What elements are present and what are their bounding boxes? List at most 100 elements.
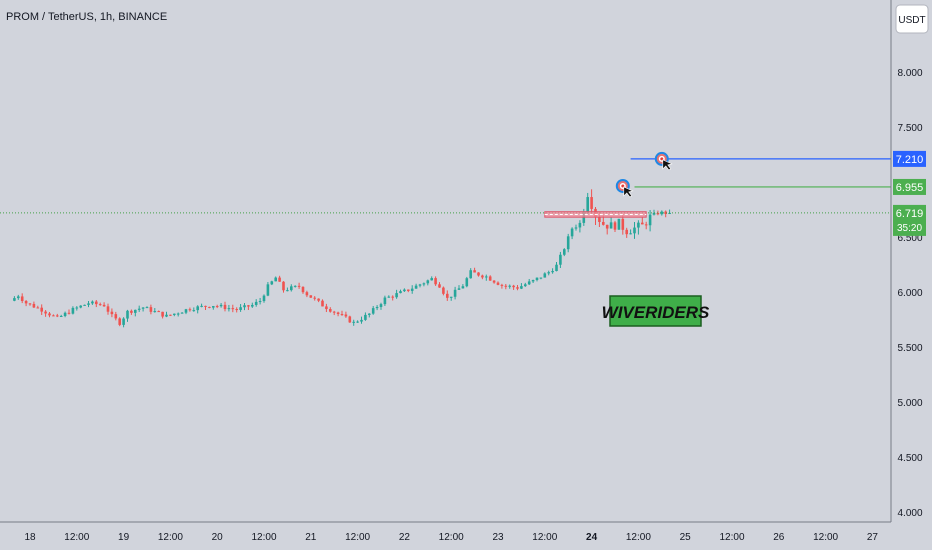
candle-body xyxy=(286,290,289,292)
candle-body xyxy=(551,271,554,273)
candle-body xyxy=(414,285,418,289)
candle-body xyxy=(114,314,118,319)
time-tick-label: 19 xyxy=(118,532,130,543)
price-tick-label: 8.000 xyxy=(897,68,922,79)
candle-body xyxy=(173,313,176,315)
time-tick-label: 25 xyxy=(680,532,692,543)
candle-body xyxy=(344,314,348,317)
watermark-box: WIVERIDERS xyxy=(602,295,710,327)
candle-body xyxy=(137,308,141,310)
candle-body xyxy=(165,314,168,317)
candle-body xyxy=(59,315,63,317)
candlestick-series xyxy=(13,189,671,328)
candle-body xyxy=(395,293,398,298)
candle-body xyxy=(477,272,480,276)
candle-body xyxy=(231,308,235,310)
candle-body xyxy=(481,275,484,278)
target-2-price-label: 7.210 xyxy=(896,154,924,166)
candle-body xyxy=(40,307,43,312)
candle-body xyxy=(67,312,71,314)
candle-body xyxy=(407,289,410,291)
candle-body xyxy=(356,321,359,323)
candle-body xyxy=(126,310,129,319)
candle-body xyxy=(309,295,313,298)
candle-body xyxy=(621,218,625,230)
candle-body xyxy=(157,311,160,313)
candle-body xyxy=(375,307,379,309)
candle-body xyxy=(656,212,660,215)
candle-body xyxy=(531,279,535,282)
target-1-bullseye-icon[interactable] xyxy=(615,178,634,198)
candle-body xyxy=(134,309,137,313)
candle-body xyxy=(290,286,293,291)
price-axis[interactable] xyxy=(891,0,932,522)
time-tick-label: 12:00 xyxy=(158,532,183,543)
candle-body xyxy=(20,296,24,302)
candle-body xyxy=(602,221,605,225)
time-axis-ticks: 18 12:00 19 12:00 20 12:00 21 12:00 22 12:00 23 12:… xyxy=(24,532,878,543)
candle-body xyxy=(605,224,609,229)
candle-body xyxy=(613,222,617,230)
candle-body xyxy=(426,280,430,284)
candle-body xyxy=(504,285,508,287)
candle-body xyxy=(469,270,472,279)
candle-body xyxy=(535,277,539,280)
target-1-price-badge: 6.955 xyxy=(893,178,926,195)
candle-body xyxy=(555,264,558,272)
currency-button-label[interactable]: USDT xyxy=(898,15,925,26)
candle-body xyxy=(500,284,504,286)
candle-body xyxy=(188,309,192,311)
candle-body xyxy=(180,312,184,314)
candle-body xyxy=(254,301,258,305)
candle-body xyxy=(274,277,277,282)
candle-body xyxy=(106,306,110,312)
time-axis[interactable] xyxy=(0,522,891,550)
candle-body xyxy=(266,284,270,296)
candle-body xyxy=(336,312,340,315)
candle-body xyxy=(520,286,523,289)
candle-body xyxy=(52,315,55,317)
candle-body xyxy=(360,319,363,322)
target-2-bullseye-icon[interactable] xyxy=(654,151,673,171)
candle-body xyxy=(434,278,437,285)
candle-body xyxy=(512,285,515,288)
candle-body xyxy=(56,315,59,317)
candle-body xyxy=(297,285,301,287)
symbol-title[interactable]: PROM / TetherUS, 1h, BINANCE xyxy=(6,11,167,23)
currency-button[interactable]: USDT xyxy=(895,4,929,34)
candle-body xyxy=(196,306,199,311)
candle-body xyxy=(258,301,262,303)
candle-body xyxy=(371,308,375,314)
candle-body xyxy=(223,304,227,310)
candle-body xyxy=(75,307,79,309)
candle-body xyxy=(527,281,531,285)
candle-body xyxy=(219,304,223,307)
candle-body xyxy=(235,309,238,311)
candle-body xyxy=(325,306,328,310)
candle-body xyxy=(48,313,51,316)
candle-body xyxy=(387,296,391,298)
candle-body xyxy=(449,296,453,298)
candle-body xyxy=(317,298,320,301)
candle-body xyxy=(563,249,566,255)
candle-body xyxy=(566,236,570,250)
time-tick-label: 27 xyxy=(867,532,879,543)
candle-body xyxy=(524,284,527,287)
candle-body xyxy=(485,276,488,278)
candle-body xyxy=(660,211,664,215)
candle-body xyxy=(430,278,433,281)
candle-body xyxy=(410,288,414,291)
candle-body xyxy=(13,298,16,301)
candle-body xyxy=(391,296,394,298)
candle-body xyxy=(227,308,231,310)
candle-body xyxy=(71,307,75,314)
candle-body xyxy=(243,305,246,308)
candle-body xyxy=(79,305,82,308)
candle-body xyxy=(91,301,94,304)
candle-body xyxy=(278,277,281,282)
time-tick-label: 20 xyxy=(212,532,224,543)
candle-body xyxy=(340,314,344,316)
current-price-label: 6.719 xyxy=(896,208,924,220)
price-tick-label: 4.000 xyxy=(897,508,922,519)
